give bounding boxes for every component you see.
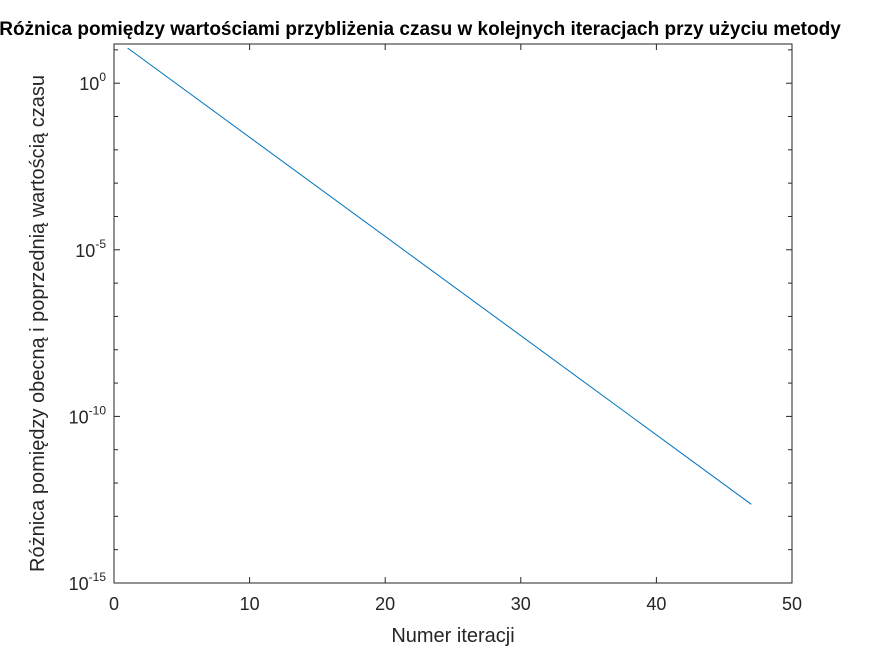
y-tick-label: 100	[79, 70, 106, 94]
x-tick-label: 0	[109, 594, 119, 614]
x-tick-label: 30	[511, 594, 531, 614]
x-axis-label: Numer iteracji	[391, 625, 514, 647]
plot-area	[114, 44, 792, 583]
y-axis-label: Różnica pomiędzy obecną i poprzednią war…	[27, 75, 49, 572]
labels-layer: 0 10 20 30 40 50 100 10-5 10-10 10-15	[69, 70, 802, 614]
series-line	[127, 47, 752, 505]
y-tick-label: 10-5	[75, 237, 106, 261]
series-layer	[127, 47, 752, 505]
y-tick-label: 10-15	[69, 570, 107, 594]
plot-frame	[113, 43, 793, 584]
x-tick-label: 50	[782, 594, 802, 614]
x-tick-label: 20	[375, 594, 395, 614]
x-tick-label: 10	[240, 594, 260, 614]
x-tick-label: 40	[646, 594, 666, 614]
y-tick-label: 10-10	[69, 403, 107, 427]
chart-title: Różnica pomiędzy wartościami przybliżeni…	[0, 19, 841, 40]
